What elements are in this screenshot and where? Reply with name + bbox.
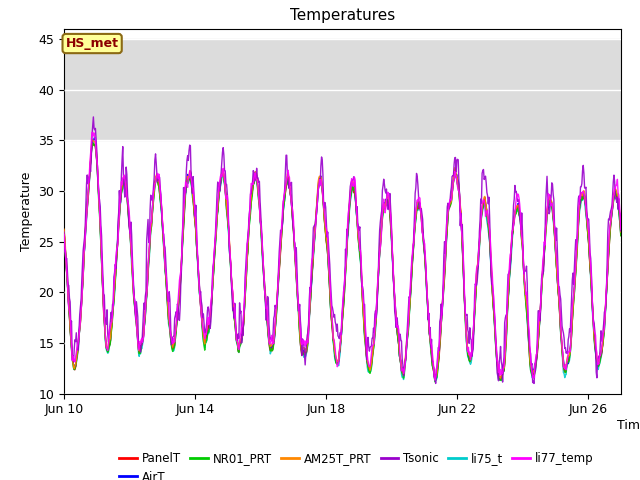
Y-axis label: Temperature: Temperature bbox=[20, 171, 33, 251]
X-axis label: Time: Time bbox=[616, 419, 640, 432]
Legend: PanelT, AirT, NR01_PRT, AM25T_PRT, Tsonic, li75_t, li77_temp: PanelT, AirT, NR01_PRT, AM25T_PRT, Tsoni… bbox=[115, 447, 598, 480]
Text: HS_met: HS_met bbox=[66, 37, 118, 50]
Title: Temperatures: Temperatures bbox=[290, 9, 395, 24]
Bar bbox=[64, 39, 621, 140]
